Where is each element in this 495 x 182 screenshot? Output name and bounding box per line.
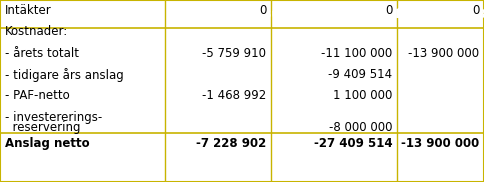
Text: Bokslut 2016: Bokslut 2016 <box>172 8 264 21</box>
Text: Budget 2017 inkl. tb: Budget 2017 inkl. tb <box>262 8 406 21</box>
Text: Anslag netto: Anslag netto <box>5 137 90 150</box>
Bar <box>397 106 484 133</box>
Bar <box>271 0 397 21</box>
Bar <box>271 64 397 85</box>
Bar <box>165 106 271 133</box>
Bar <box>397 21 484 43</box>
Text: - årets totalt: - årets totalt <box>5 47 79 60</box>
Bar <box>271 0 397 28</box>
Text: -9 409 514: -9 409 514 <box>328 68 392 81</box>
Bar <box>0 64 165 85</box>
Bar <box>165 43 271 64</box>
Text: - PAF-netto: - PAF-netto <box>5 89 70 102</box>
Text: -8 000 000: -8 000 000 <box>329 121 392 134</box>
Bar <box>271 21 397 43</box>
Bar <box>397 64 484 85</box>
Text: -13 900 000: -13 900 000 <box>408 47 479 60</box>
Text: -13 900 000: -13 900 000 <box>401 137 479 150</box>
Text: - investererings-: - investererings- <box>5 111 102 124</box>
Bar <box>165 133 271 154</box>
Text: reservering: reservering <box>5 121 80 134</box>
Bar <box>397 85 484 106</box>
Text: 1 100 000: 1 100 000 <box>333 89 392 102</box>
Text: 0: 0 <box>259 4 266 17</box>
Bar <box>165 64 271 85</box>
Bar <box>271 106 397 133</box>
Bar <box>0 0 165 28</box>
Bar <box>0 0 165 28</box>
Text: Förslag 2018: Förslag 2018 <box>395 8 486 21</box>
Text: -7 228 902: -7 228 902 <box>196 137 266 150</box>
Bar <box>397 43 484 64</box>
Bar <box>0 0 165 21</box>
Bar <box>165 0 271 28</box>
Text: 0: 0 <box>472 4 479 17</box>
Bar <box>271 133 397 154</box>
Bar <box>271 85 397 106</box>
Bar <box>397 0 484 28</box>
Bar <box>0 43 165 64</box>
Bar <box>0 21 165 43</box>
Text: -1 468 992: -1 468 992 <box>202 89 266 102</box>
Text: Kostnader:: Kostnader: <box>5 25 68 38</box>
Bar <box>165 0 271 28</box>
Bar <box>397 133 484 154</box>
Text: -11 100 000: -11 100 000 <box>321 47 392 60</box>
Bar <box>0 85 165 106</box>
Text: 0: 0 <box>385 4 392 17</box>
Text: Intäkter: Intäkter <box>5 4 51 17</box>
Bar <box>271 43 397 64</box>
Bar <box>165 0 271 21</box>
Bar <box>0 106 165 133</box>
Text: -5 759 910: -5 759 910 <box>202 47 266 60</box>
Bar <box>397 0 484 28</box>
Bar <box>271 0 397 28</box>
Bar <box>165 85 271 106</box>
Text: -27 409 514: -27 409 514 <box>313 137 392 150</box>
Text: - tidigare års anslag: - tidigare års anslag <box>5 68 124 82</box>
Bar <box>397 0 484 21</box>
Bar <box>0 133 165 154</box>
Bar <box>165 21 271 43</box>
